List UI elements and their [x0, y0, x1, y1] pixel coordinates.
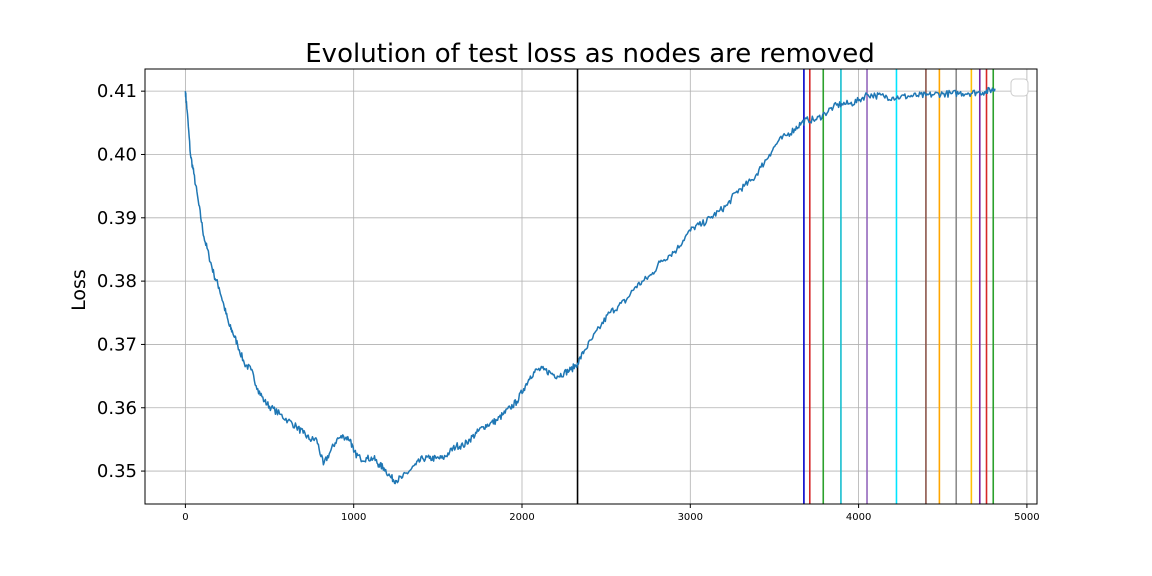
plot-frame	[144, 68, 1038, 505]
y-tick-label: 0.39	[97, 208, 137, 229]
y-tick-label: 0.36	[97, 398, 137, 419]
grid	[145, 69, 1037, 504]
ticks: 0 1000 2000 3000 4000 5000 0.35 0.36 0.37 0.38 0.3…	[97, 81, 1040, 523]
chart-title: Evolution of test loss as nodes are remo…	[305, 39, 875, 69]
x-tick-label: 1000	[341, 512, 366, 523]
loss-line	[184, 86, 996, 485]
y-axis-label: Loss	[68, 269, 90, 311]
legend-box	[1010, 78, 1029, 97]
y-tick-label: 0.38	[97, 271, 137, 292]
x-tick-label: 0	[182, 512, 188, 523]
x-tick-label: 4000	[846, 512, 871, 523]
series-group	[184, 86, 996, 485]
x-tick-label: 5000	[1014, 512, 1039, 523]
x-tick-label: 3000	[678, 512, 703, 523]
vertical-lines	[576, 69, 995, 504]
x-tick-label: 2000	[509, 512, 534, 523]
y-tick-label: 0.40	[97, 144, 137, 165]
y-tick-label: 0.41	[97, 81, 137, 102]
y-tick-label: 0.37	[97, 334, 137, 355]
y-tick-label: 0.35	[97, 461, 137, 482]
